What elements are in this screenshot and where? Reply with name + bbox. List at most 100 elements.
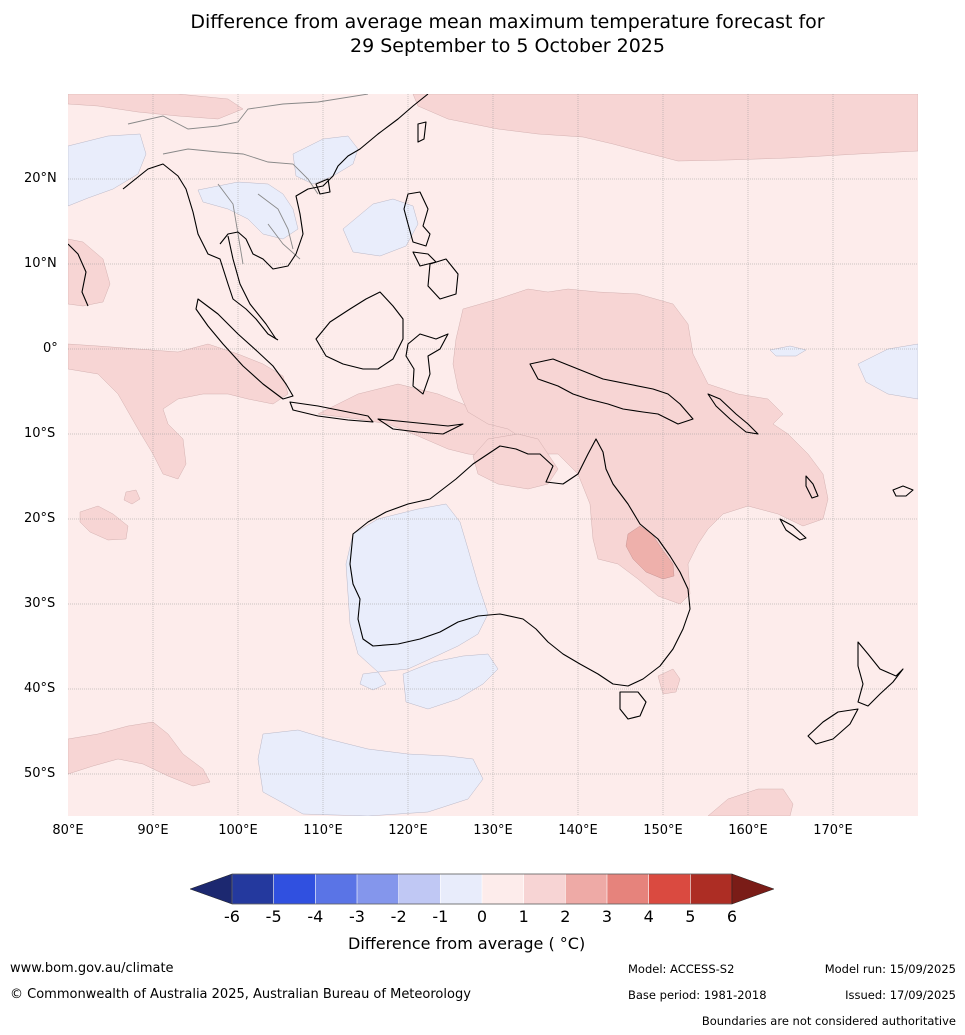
grid-lines — [68, 94, 918, 816]
colorbar-end-low — [190, 873, 233, 905]
lat-label-10s: 10°S — [24, 426, 56, 441]
anomaly-region-cool-bight — [402, 653, 499, 710]
colorbar-segment-4 — [398, 873, 442, 905]
lat-label-0: 0° — [43, 341, 58, 356]
colorbar-segment-11 — [690, 873, 733, 905]
anomaly-region-cool-indochina — [197, 181, 299, 240]
colorbar-tick-label: -2 — [390, 907, 407, 926]
colorbar-segment-3 — [356, 873, 400, 905]
lat-label-20n: 20°N — [24, 171, 57, 186]
lon-label-160e: 160°E — [728, 823, 768, 838]
coast-nz-south — [807, 708, 859, 745]
footer-website[interactable]: www.bom.gov.au/climate — [10, 961, 174, 976]
coast-mindanao — [427, 258, 459, 300]
coast-australia — [349, 438, 691, 687]
coastlines — [68, 94, 914, 745]
coast-taiwan — [417, 121, 427, 143]
colorbar-tick-label: -4 — [307, 907, 324, 926]
lat-label-50s: 50°S — [24, 766, 56, 781]
colorbar-tick-label: -6 — [224, 907, 240, 926]
colorbar-tick-label: 0 — [476, 907, 488, 926]
colorbar-segment-8 — [565, 873, 608, 905]
footer-copyright: © Commonwealth of Australia 2025, Austra… — [10, 987, 471, 1002]
lon-label-100e: 100°E — [218, 823, 258, 838]
lon-label-150e: 150°E — [643, 823, 683, 838]
coast-asia-mainland — [68, 94, 429, 341]
lon-label-170e: 170°E — [813, 823, 853, 838]
colorbar-end-high — [731, 873, 774, 905]
footer-issued: Issued: 17/09/2025 — [845, 988, 956, 1002]
lon-label-130e: 130°E — [473, 823, 513, 838]
anomaly-region-warm-china-north — [68, 94, 244, 120]
footer-disclaimer: Boundaries are not considered authoritat… — [701, 1014, 956, 1028]
anomaly-region-warm-indian-small — [79, 505, 129, 541]
coast-fiji — [892, 485, 914, 497]
coast-tasmania — [619, 691, 647, 720]
lon-label-110e: 110°E — [303, 823, 343, 838]
colorbar-tick-label: 4 — [643, 907, 654, 926]
coast-new-guinea — [529, 358, 694, 425]
colorbar-segment-5 — [440, 873, 483, 905]
lat-label-20s: 20°S — [24, 511, 56, 526]
footer-model: Model: ACCESS-S2 — [628, 962, 735, 976]
colorbar-segment-2 — [315, 873, 358, 905]
colorbar-tick-label: 6 — [726, 907, 738, 926]
colorbar — [190, 873, 774, 905]
coast-luzon — [403, 191, 431, 247]
colorbar-segment-0 — [231, 873, 275, 905]
anomaly-region-cool-china — [292, 135, 359, 185]
anomaly-region-warm-pacific-north — [412, 94, 918, 162]
map-title: Difference from average mean maximum tem… — [0, 10, 965, 58]
colorbar-tick-label: 1 — [518, 907, 529, 926]
colorbar-title: Difference from average ( °C) — [348, 934, 586, 953]
colorbar-tick-label: -5 — [265, 907, 282, 926]
lat-label-10n: 10°N — [24, 256, 57, 271]
lon-label-140e: 140°E — [558, 823, 598, 838]
footer-base-period: Base period: 1981-2018 — [628, 988, 767, 1002]
anomaly-region-cool-small — [359, 671, 387, 691]
colorbar-tick-label: 5 — [685, 907, 696, 926]
colorbar-tick-label: 3 — [601, 907, 613, 926]
anomaly-region-cool-western-australia — [345, 503, 489, 673]
coast-sulawesi — [405, 333, 449, 395]
colorbar-tick-label: -3 — [349, 907, 365, 926]
colorbar-tick-label: 2 — [560, 907, 571, 926]
anomaly-region-cool-equator-dot — [769, 345, 807, 357]
coast-sumatra — [195, 298, 294, 400]
anomaly-region-warm-south-west — [68, 721, 211, 787]
temperature-anomaly-map — [68, 94, 918, 816]
lat-label-30s: 30°S — [24, 596, 56, 611]
lon-label-90e: 90°E — [137, 823, 169, 838]
colorbar-segment-10 — [648, 873, 692, 905]
coast-nz-north — [857, 641, 904, 707]
coast-hainan — [315, 178, 331, 195]
colorbar-segment-7 — [523, 873, 567, 905]
coast-borneo — [315, 291, 404, 370]
footer-model-run: Model run: 15/09/2025 — [824, 962, 956, 976]
coast-malay-peninsula — [227, 235, 277, 340]
coast-java — [289, 401, 374, 423]
anomaly-region-warm-nz-west — [657, 668, 681, 695]
country-borders — [127, 94, 369, 265]
colorbar-segment-9 — [606, 873, 650, 905]
anomaly-region-warm-southern-east — [707, 788, 794, 816]
anomaly-region-cool-southern-ocean — [257, 729, 484, 816]
lon-label-80e: 80°E — [52, 823, 84, 838]
anomaly-region-warm-northern-australia — [472, 433, 559, 490]
coast-solomon — [707, 393, 759, 435]
lon-label-120e: 120°E — [388, 823, 428, 838]
coast-new-caledonia — [779, 518, 807, 541]
coast-vanuatu — [805, 475, 819, 499]
lat-label-40s: 40°S — [24, 681, 56, 696]
anomaly-region-cool-india — [68, 133, 147, 207]
title-line-1: Difference from average mean maximum tem… — [190, 11, 825, 33]
anomaly-region-warm-small-south — [123, 489, 141, 505]
coast-visayas — [412, 251, 437, 267]
anomaly-region-warm-indian-ocean — [68, 343, 289, 480]
anomaly-region-cool-southchinasea — [342, 198, 419, 257]
colorbar-segment-1 — [273, 873, 317, 905]
coast-lesser-sunda — [377, 418, 464, 435]
title-line-2: 29 September to 5 October 2025 — [350, 35, 665, 57]
colorbar-tick-label: -1 — [432, 907, 449, 926]
colorbar-segment-6 — [481, 873, 525, 905]
